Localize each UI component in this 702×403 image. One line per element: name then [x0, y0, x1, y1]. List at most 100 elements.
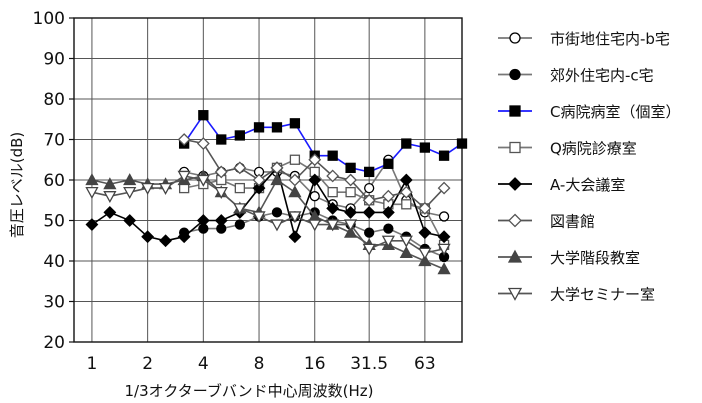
data-point: [401, 199, 412, 210]
data-point: [344, 205, 358, 219]
data-point: [438, 211, 450, 222]
x-tick-label: 2: [142, 354, 153, 374]
data-point: [418, 254, 432, 267]
data-point: [85, 218, 99, 231]
data-point: [437, 262, 451, 275]
data-point: [177, 170, 191, 183]
data-point: [399, 235, 413, 248]
data-point: [270, 173, 284, 186]
data-point: [216, 134, 227, 145]
data-point: [327, 150, 338, 161]
data-point: [214, 186, 228, 199]
data-point: [103, 191, 117, 204]
y-tick-label: 30: [43, 293, 65, 313]
data-point: [252, 211, 266, 224]
y-tick-label: 20: [43, 333, 65, 353]
data-point: [456, 138, 468, 149]
data-point: [364, 182, 375, 194]
data-point: [177, 133, 191, 146]
data-point: [123, 186, 137, 199]
x-tick-label: 16: [304, 354, 326, 374]
data-point: [508, 177, 522, 191]
data-point: [308, 153, 322, 167]
series-line: [183, 113, 463, 173]
series-5: [85, 161, 451, 248]
data-point: [418, 247, 432, 260]
data-point: [85, 173, 99, 186]
x-tick-label: 4: [198, 354, 209, 374]
series-8: [85, 170, 451, 260]
data-point: [252, 173, 266, 187]
data-point: [309, 191, 320, 202]
series-6: [177, 133, 451, 215]
y-tick-label: 50: [43, 212, 65, 232]
data-point: [383, 223, 394, 234]
data-point: [362, 193, 376, 207]
data-point: [326, 169, 340, 183]
x-axis-ticks: 1 2 4 8 16 31.5 63: [87, 354, 436, 374]
data-point: [343, 219, 358, 232]
data-point: [362, 205, 376, 219]
data-point: [381, 235, 395, 248]
data-point: [253, 122, 265, 133]
data-point: [288, 211, 302, 224]
data-point: [234, 219, 245, 230]
x-tick-label: 8: [254, 354, 265, 374]
data-point: [123, 214, 137, 227]
data-point: [345, 162, 356, 174]
data-point: [509, 105, 521, 117]
data-point: [85, 186, 99, 199]
legend-item: 大学セミナー室: [498, 286, 655, 304]
data-point: [364, 166, 375, 178]
y-axis-ticks: 20 30 40 50 60 70 80 90 100: [33, 9, 74, 353]
series-line: [91, 175, 445, 270]
data-point: [158, 182, 173, 195]
x-tick-label: 63: [414, 354, 436, 374]
y-tick-label: 40: [43, 252, 65, 272]
y-tick-label: 70: [43, 131, 65, 151]
data-point: [508, 213, 522, 228]
data-point: [123, 173, 137, 186]
data-point: [326, 201, 340, 215]
data-point: [270, 219, 284, 232]
legend-item: Q病院診療室: [498, 140, 637, 158]
data-point: [401, 138, 412, 149]
data-point: [509, 32, 521, 44]
data-point: [196, 137, 210, 150]
data-point: [252, 181, 266, 195]
data-point: [509, 141, 521, 154]
data-point: [399, 246, 413, 259]
data-point: [288, 185, 302, 198]
data-point: [344, 173, 358, 187]
data-point: [438, 150, 450, 161]
data-point: [141, 182, 155, 195]
data-point: [103, 205, 117, 219]
data-point: [308, 219, 322, 232]
series-7: [85, 169, 451, 275]
data-point: [159, 234, 172, 248]
x-axis-label: 1/3オクターブバンド中心周波数(Hz): [125, 382, 374, 400]
data-point: [437, 230, 451, 244]
y-tick-label: 90: [43, 50, 65, 70]
data-point: [364, 227, 375, 238]
data-point: [214, 214, 228, 227]
data-point: [399, 185, 413, 199]
legend-label: 大学階段教室: [550, 249, 640, 267]
data-point: [233, 203, 247, 216]
data-point: [437, 181, 451, 195]
x-tick-label: 1: [87, 354, 98, 374]
data-point: [381, 205, 395, 219]
y-tick-label: 100: [33, 9, 65, 29]
data-point: [509, 68, 521, 81]
grid: [74, 18, 462, 342]
series-group: [85, 110, 468, 275]
data-point: [418, 226, 432, 240]
data-point: [271, 207, 283, 218]
legend-label: 大学セミナー室: [550, 286, 655, 304]
x-tick-label: 31.5: [350, 354, 388, 374]
legend-item: 郊外住宅内-c宅: [498, 67, 654, 85]
data-point: [196, 214, 210, 227]
data-point: [288, 230, 302, 244]
legend-label: 郊外住宅内-c宅: [550, 67, 654, 85]
